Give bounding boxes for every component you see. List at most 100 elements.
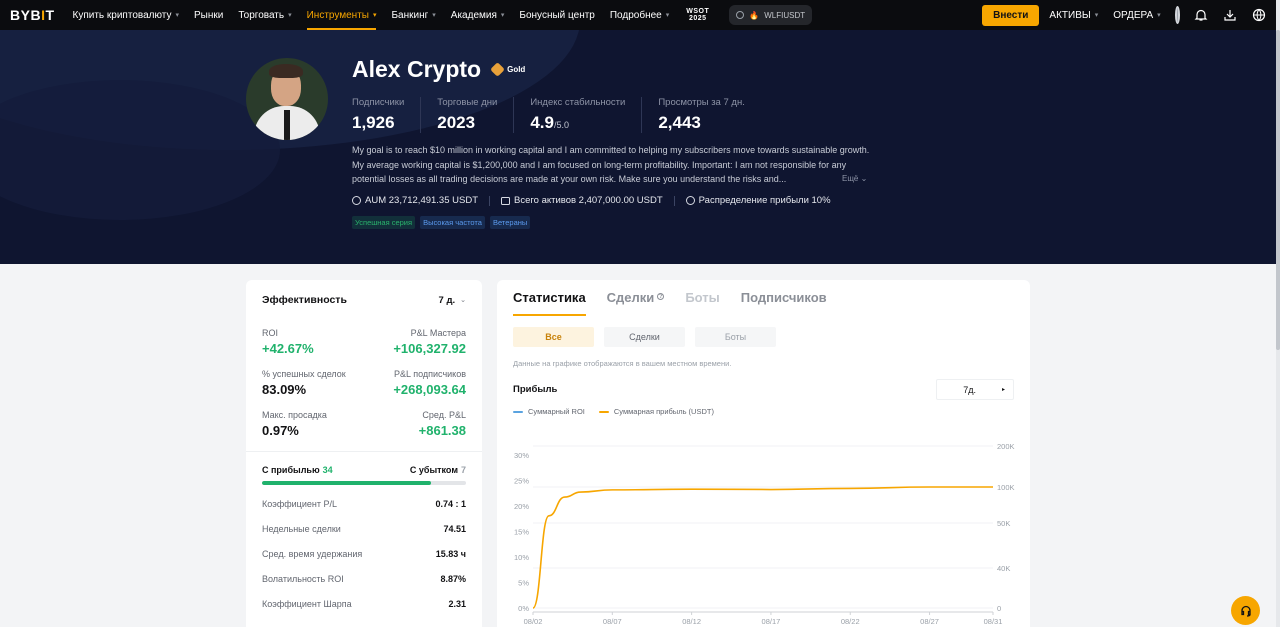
perf-row: Макс. просадка 0.97% Сред. P&L +861.38 — [262, 410, 466, 438]
page-scrollbar[interactable] — [1276, 0, 1280, 627]
legend-item[interactable]: Суммарная прибыль (USDT) — [598, 407, 714, 416]
legend-item[interactable]: Суммарный ROI — [513, 407, 585, 416]
y-right-tick-label: 50K — [997, 519, 1010, 528]
metric-label: Волатильность ROI — [262, 573, 344, 584]
period-value: 7 д. — [438, 294, 456, 306]
metric-label: Макс. просадка — [262, 410, 327, 420]
nav-assets[interactable]: АКТИВЫ ▾ — [1049, 0, 1098, 30]
stat-number: 4.9 — [530, 113, 554, 132]
nav-item-6[interactable]: Бонусный центр — [519, 0, 594, 30]
subtab-1[interactable]: Сделки — [604, 327, 685, 347]
legend-label: Суммарная прибыль (USDT) — [613, 407, 714, 416]
stat-label: Подписчики — [352, 97, 405, 108]
perf-cell-right: P&L подписчиков +268,093.64 — [393, 369, 466, 397]
nav-item-7[interactable]: Подробнее ▾ — [610, 0, 669, 30]
x-tick-label: 08/12 — [682, 617, 701, 626]
period-dropdown[interactable]: 7 д. ⌄ — [439, 295, 466, 306]
tier-label: Gold — [507, 65, 526, 74]
tab-2[interactable]: Боты — [685, 290, 719, 316]
wsot-logo[interactable]: WSOT 2025 — [686, 8, 709, 22]
nav-orders[interactable]: ОРДЕРА ▾ — [1113, 0, 1160, 30]
chevron-down-icon: ⌄ — [860, 174, 868, 183]
search-value: WLFIUSDT — [764, 10, 806, 20]
trader-name: Alex Crypto — [352, 56, 482, 82]
bio-more-button[interactable]: Ещё ⌄ — [842, 174, 867, 183]
logo-accent: I — [41, 7, 46, 23]
search-input[interactable]: 🔥 WLFIUSDT — [729, 5, 813, 25]
perf-row: % успешных сделок 83.09% P&L подписчиков +2… — [262, 369, 466, 397]
y-left-tick-label: 25% — [514, 477, 529, 486]
tab-label: Подписчиков — [740, 290, 827, 305]
tab-label: Статистика — [513, 290, 586, 305]
bybit-logo[interactable]: BYBIT — [10, 7, 55, 23]
metric-value: 8.87% — [440, 573, 466, 584]
nav-item-0[interactable]: Купить криптовалюту ▾ — [73, 0, 179, 30]
globe-icon[interactable] — [1252, 7, 1266, 23]
metric-value: 74.51 — [443, 523, 466, 534]
bell-icon[interactable] — [1194, 7, 1208, 23]
wsot-year: 2025 — [688, 15, 707, 22]
profit-header: Прибыль 7д. ▸ — [513, 379, 1014, 400]
metric-label: Коэффициент P/L — [262, 498, 337, 509]
subtab-2[interactable]: Боты — [695, 327, 776, 347]
trader-bio: My goal is to reach $10 million in worki… — [352, 145, 870, 184]
metric-label: P&L Мастера — [410, 328, 466, 338]
extra-metrics: Коэффициент P/L 0.74 : 1 Недельные сделки 7… — [262, 491, 466, 616]
y-left-tick-label: 15% — [514, 528, 529, 537]
tag-veteran: Ветераны — [489, 216, 531, 229]
legend-line-icon — [598, 410, 609, 413]
chevron-down-icon: ▾ — [372, 12, 377, 19]
metric-label: Сред. время удержания — [262, 548, 363, 559]
nav-item-label: Подробнее — [609, 9, 662, 21]
divider — [673, 195, 675, 206]
statistics-subtabs: Все Сделки Боты — [513, 327, 1030, 347]
perf-cell-left: Макс. просадка 0.97% — [262, 410, 327, 438]
y-left-tick-label: 5% — [518, 579, 529, 588]
metric-value: 0.74 : 1 — [435, 498, 466, 509]
performance-card: Эффективность 7 д. ⌄ ROI +42.67% P&L Масте… — [246, 280, 482, 627]
nav-item-label: Академия — [450, 9, 497, 21]
tab-1[interactable]: Сделки? — [607, 290, 665, 316]
user-avatar[interactable] — [1174, 6, 1180, 24]
total-assets-item: Всего активов 2,407,000.00 USDT — [501, 195, 663, 206]
x-tick-label: 08/22 — [841, 617, 860, 626]
wins-label: С прибылью — [262, 465, 320, 475]
scrollbar-thumb[interactable] — [1276, 30, 1280, 350]
metric-value: +42.67% — [262, 341, 314, 356]
metric-label: Коэффициент Шарпа — [262, 598, 352, 609]
tab-label: Сделки — [606, 290, 655, 305]
caret-icon: ▸ — [1001, 387, 1005, 393]
download-icon[interactable] — [1223, 7, 1237, 23]
wins-count: С прибылью 34 — [262, 465, 333, 475]
chevron-down-icon: ▾ — [500, 12, 505, 19]
nav-item-2[interactable]: Торговать ▾ — [238, 0, 291, 30]
logo-text: BYB — [10, 7, 42, 23]
nav-item-4[interactable]: Банкинг ▾ — [391, 0, 435, 30]
chart-period-dropdown[interactable]: 7д. ▸ — [936, 379, 1014, 400]
metric-label: P&L подписчиков — [394, 369, 466, 379]
subtab-0[interactable]: Все — [513, 327, 594, 347]
nav-item-label: Торговать — [238, 9, 285, 21]
trader-stats: Подписчики 1,926 Торговые дни 2023 Индекс ст… — [352, 97, 777, 133]
stat-suffix: /5.0 — [553, 120, 569, 130]
stat-label: Торговые дни — [437, 97, 498, 108]
tab-0[interactable]: Статистика — [513, 290, 586, 316]
y-right-tick-label: 40K — [997, 564, 1010, 573]
x-tick-label: 08/27 — [920, 617, 939, 626]
support-chat-button[interactable] — [1231, 596, 1260, 625]
nav-item-5[interactable]: Академия ▾ — [451, 0, 505, 30]
losses-label: С убытком — [409, 465, 458, 475]
nav-item-3[interactable]: Инструменты ▾ — [307, 0, 377, 30]
win-loss-bar — [262, 481, 466, 485]
losses-value: 7 — [460, 465, 466, 475]
tab-3[interactable]: Подписчиков — [741, 290, 827, 316]
stat-2: Индекс стабильности 4.9/5.0 — [530, 97, 643, 133]
y-right-tick-label: 200K — [997, 442, 1015, 451]
fire-icon: 🔥 — [749, 10, 760, 20]
deposit-button[interactable]: Внести — [982, 4, 1040, 26]
metric-value: 0.97% — [262, 423, 299, 438]
nav-orders-label: ОРДЕРА — [1113, 9, 1154, 21]
nav-item-label: Банкинг — [391, 9, 429, 21]
nav-item-1[interactable]: Рынки — [194, 0, 223, 30]
win-loss-row: С прибылью 34 С убытком 7 — [262, 452, 466, 475]
